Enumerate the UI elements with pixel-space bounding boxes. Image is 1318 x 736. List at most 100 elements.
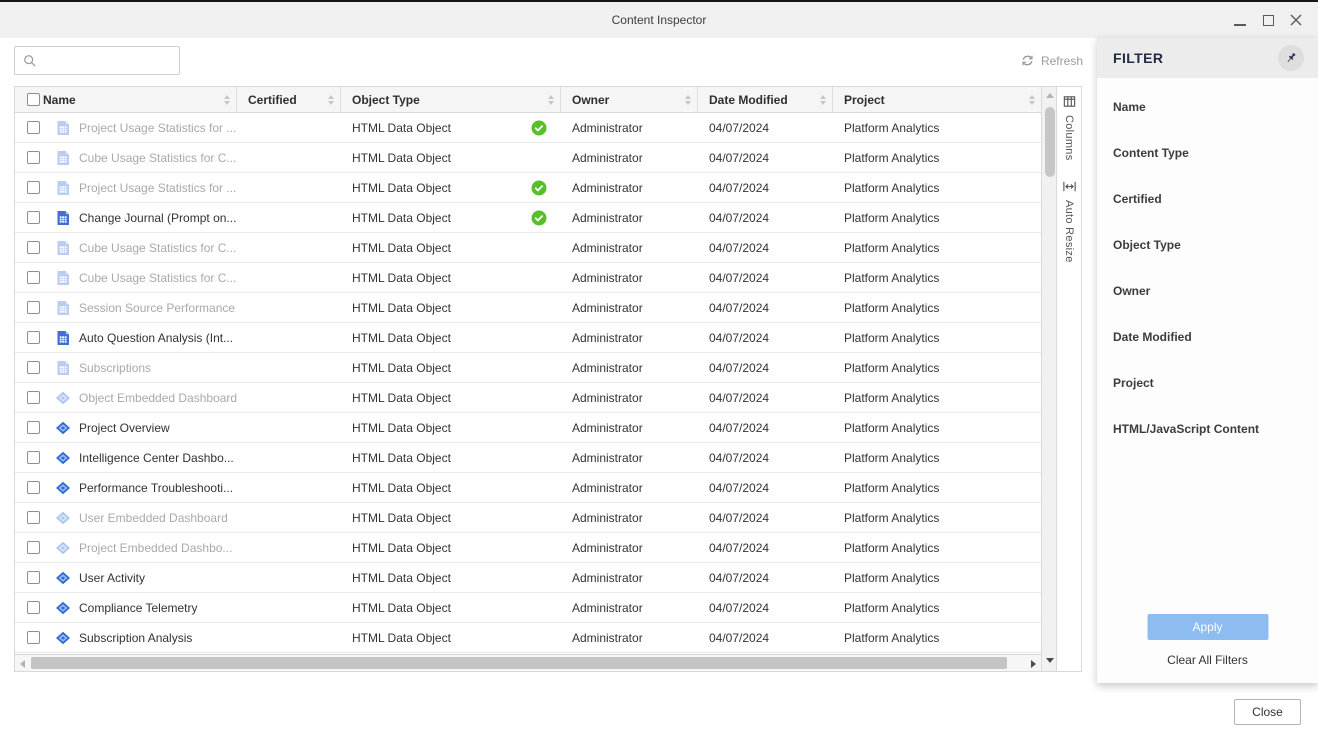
row-checkbox[interactable] [27,331,40,344]
column-header-object-type[interactable]: Object Type [341,87,561,112]
table-row[interactable]: Cube Usage Statistics for C... HTML Data… [15,143,1041,173]
row-name[interactable]: Cube Usage Statistics for C... [79,150,237,165]
clear-all-filters-link[interactable]: Clear All Filters [1167,653,1248,667]
refresh-button[interactable]: Refresh [1020,46,1083,75]
row-checkbox[interactable] [27,121,40,134]
horizontal-scrollbar-thumb[interactable] [31,657,1007,669]
row-name[interactable]: Session Source Performance [79,300,236,315]
row-checkbox[interactable] [27,571,40,584]
row-name[interactable]: Change Journal (Prompt on... [79,210,237,225]
row-name[interactable]: Intelligence Center Dashbo... [79,450,234,465]
row-checkbox[interactable] [27,211,40,224]
row-checkbox[interactable] [27,451,40,464]
close-button[interactable]: Close [1234,699,1301,725]
row-owner: Administrator [572,360,643,375]
vertical-scrollbar[interactable] [1041,87,1057,671]
maximize-button[interactable] [1254,7,1282,33]
row-name[interactable]: Subscription Analysis [79,630,193,645]
row-name[interactable]: Project Overview [79,420,170,435]
row-name[interactable]: Cube Usage Statistics for C... [79,270,237,285]
row-checkbox[interactable] [27,631,40,644]
row-project: Platform Analytics [844,300,940,315]
search-box[interactable] [14,46,180,75]
pin-button[interactable] [1278,45,1304,71]
row-name[interactable]: Object Embedded Dashboard [79,390,237,405]
object-type-icon [55,390,71,406]
column-header-owner[interactable]: Owner [561,87,698,112]
table-row[interactable]: Cube Usage Statistics for C... HTML Data… [15,263,1041,293]
row-checkbox[interactable] [27,391,40,404]
table-row[interactable]: Subscriptions HTML Data Object Administr… [15,353,1041,383]
table-row[interactable]: Auto Question Analysis (Int... HTML Data… [15,323,1041,353]
row-name[interactable]: Subscriptions [79,360,152,375]
row-checkbox[interactable] [27,271,40,284]
row-checkbox[interactable] [27,511,40,524]
search-input[interactable] [43,53,171,68]
dashboard-diamond-icon [56,601,70,614]
table-row[interactable]: User Embedded Dashboard HTML Data Object… [15,503,1041,533]
table-row[interactable]: Session Source Performance HTML Data Obj… [15,293,1041,323]
scroll-down-icon[interactable] [1046,658,1054,663]
table-row[interactable]: Cube Usage Statistics for C... HTML Data… [15,233,1041,263]
scroll-up-icon[interactable] [1046,93,1054,98]
window-title: Content Inspector [611,13,707,27]
row-checkbox[interactable] [27,481,40,494]
filter-field[interactable]: HTML/JavaScript Content [1113,422,1260,436]
table-row[interactable]: Project Usage Statistics for ... HTML Da… [15,113,1041,143]
sort-icon [685,94,691,105]
row-checkbox[interactable] [27,301,40,314]
row-checkbox[interactable] [27,361,40,374]
vertical-scrollbar-thumb[interactable] [1045,107,1055,177]
table-row[interactable]: Change Journal (Prompt on... HTML Data O… [15,203,1041,233]
row-name[interactable]: Cube Usage Statistics for C... [79,240,237,255]
table-row[interactable]: Project Overview HTML Data Object Admini… [15,413,1041,443]
filter-field[interactable]: Name [1113,100,1146,114]
column-header-project[interactable]: Project [833,87,1041,112]
row-name[interactable]: Compliance Telemetry [79,600,198,615]
row-checkbox[interactable] [27,241,40,254]
row-name[interactable]: Performance Troubleshooti... [79,480,234,495]
filter-field[interactable]: Date Modified [1113,330,1192,344]
table-row[interactable]: Project Embedded Dashbo... HTML Data Obj… [15,533,1041,563]
table-row[interactable]: Performance Troubleshooti... HTML Data O… [15,473,1041,503]
column-header-certified[interactable]: Certified [237,87,341,112]
minimize-button[interactable] [1226,7,1254,33]
scroll-right-icon[interactable] [1031,660,1036,668]
auto-resize-tool-button[interactable]: Auto Resize [1062,179,1077,262]
row-name[interactable]: User Embedded Dashboard [79,510,228,525]
row-object-type: HTML Data Object [352,360,451,375]
row-checkbox[interactable] [27,601,40,614]
apply-button[interactable]: Apply [1147,614,1268,640]
filter-field[interactable]: Content Type [1113,146,1189,160]
object-type-icon [55,420,71,436]
row-name[interactable]: Auto Question Analysis (Int... [79,330,234,345]
horizontal-scrollbar[interactable] [15,654,1041,671]
table-row[interactable]: Subscription Analysis HTML Data Object A… [15,623,1041,653]
row-checkbox[interactable] [27,181,40,194]
table-row[interactable]: Project Usage Statistics for ... HTML Da… [15,173,1041,203]
filter-field[interactable]: Object Type [1113,238,1181,252]
table-row[interactable]: Object Embedded Dashboard HTML Data Obje… [15,383,1041,413]
filter-field[interactable]: Owner [1113,284,1151,298]
column-header-date-modified[interactable]: Date Modified [698,87,833,112]
table-row[interactable]: Compliance Telemetry HTML Data Object Ad… [15,593,1041,623]
row-name[interactable]: User Activity [79,570,146,585]
table-row[interactable]: Intelligence Center Dashbo... HTML Data … [15,443,1041,473]
row-name[interactable]: Project Usage Statistics for ... [79,180,237,195]
select-all-checkbox[interactable] [27,93,40,106]
row-date-modified: 04/07/2024 [709,150,770,165]
close-window-button[interactable] [1282,7,1310,33]
filter-field[interactable]: Certified [1113,192,1162,206]
row-checkbox[interactable] [27,151,40,164]
filter-field[interactable]: Project [1113,376,1154,390]
row-checkbox[interactable] [27,421,40,434]
row-checkbox[interactable] [27,541,40,554]
table-row[interactable]: User Activity HTML Data Object Administr… [15,563,1041,593]
columns-tool-button[interactable]: Columns [1062,94,1077,161]
scroll-left-icon[interactable] [20,660,25,668]
row-project: Platform Analytics [844,270,940,285]
column-header-name[interactable]: Name [41,87,237,112]
row-name[interactable]: Project Embedded Dashbo... [79,540,233,555]
row-name[interactable]: Project Usage Statistics for ... [79,120,237,135]
dashboard-diamond-icon [56,451,70,464]
